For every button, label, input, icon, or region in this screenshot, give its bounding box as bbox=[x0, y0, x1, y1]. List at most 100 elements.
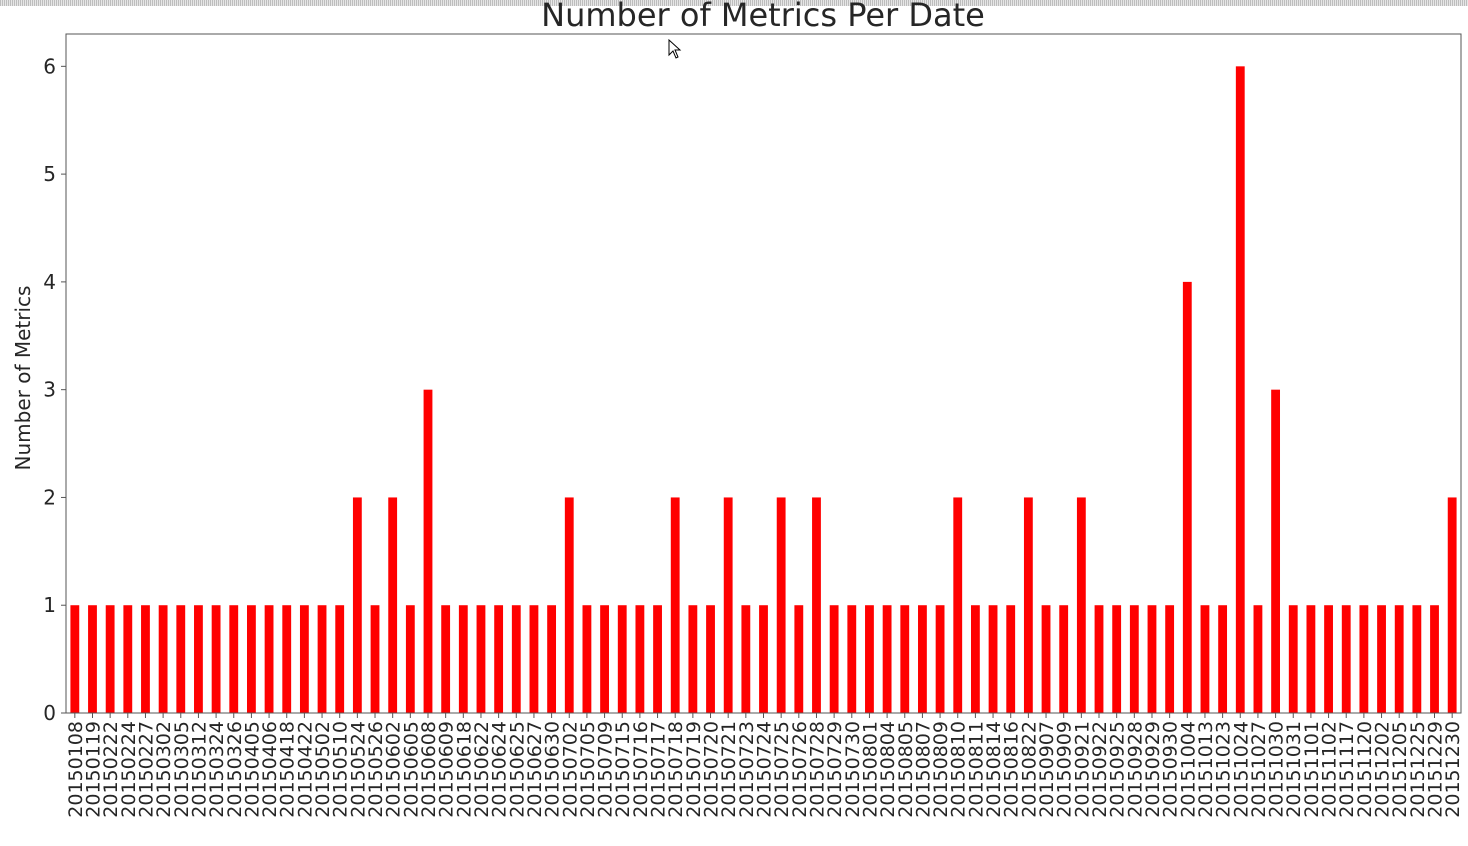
bar bbox=[564, 497, 574, 713]
bar bbox=[670, 497, 680, 713]
chart-title: Number of Metrics Per Date bbox=[541, 0, 985, 34]
y-tick-label: 6 bbox=[43, 54, 56, 78]
x-tick-label: 20150822 bbox=[1018, 721, 1040, 818]
x-tick-label: 20150807 bbox=[912, 721, 934, 818]
x-tick-label: 20150716 bbox=[630, 721, 652, 818]
y-tick-label: 5 bbox=[43, 162, 56, 186]
bar bbox=[794, 605, 804, 713]
x-tick-label: 20150305 bbox=[171, 721, 193, 818]
x-tick-label: 20150224 bbox=[118, 721, 140, 818]
bar bbox=[1430, 605, 1439, 713]
bar bbox=[723, 497, 733, 713]
bar bbox=[1041, 605, 1051, 713]
bar bbox=[547, 605, 557, 713]
bar bbox=[441, 605, 451, 713]
x-tick-label: 20150609 bbox=[436, 721, 458, 818]
bar bbox=[282, 605, 292, 713]
y-axis-label: Number of Metrics bbox=[11, 286, 35, 471]
x-tick-label: 20150816 bbox=[1001, 721, 1023, 818]
x-tick-label: 20150602 bbox=[383, 721, 405, 818]
bar bbox=[529, 605, 539, 713]
x-tick-label: 20150312 bbox=[188, 721, 210, 818]
x-tick-label: 20150930 bbox=[1160, 721, 1182, 818]
x-tick-label: 20151120 bbox=[1354, 721, 1376, 818]
bar bbox=[988, 605, 998, 713]
bar bbox=[158, 605, 168, 713]
window-top-border bbox=[0, 0, 1468, 6]
x-tick-label: 20150726 bbox=[789, 721, 811, 818]
y-tick-label: 4 bbox=[43, 270, 56, 294]
x-tick-label: 20150909 bbox=[1054, 721, 1076, 818]
x-tick-label: 20150418 bbox=[277, 721, 299, 818]
bar bbox=[405, 605, 415, 713]
x-tick-label: 20150624 bbox=[489, 721, 511, 818]
bar bbox=[211, 605, 221, 713]
y-axis: 0 1 2 3 4 5 6 bbox=[43, 54, 66, 725]
bar bbox=[494, 605, 504, 713]
bar bbox=[264, 605, 274, 713]
bar bbox=[88, 605, 97, 713]
x-tick-label: 20150524 bbox=[347, 721, 369, 818]
x-tick-label: 20151013 bbox=[1195, 721, 1217, 818]
bar bbox=[1235, 66, 1245, 714]
x-tick-label: 20150406 bbox=[259, 721, 281, 818]
x-tick-label: 20151031 bbox=[1283, 721, 1305, 818]
bar bbox=[1094, 605, 1104, 713]
y-tick-label: 2 bbox=[43, 485, 56, 509]
bar bbox=[688, 605, 698, 713]
x-tick-label: 20150717 bbox=[648, 721, 670, 818]
x-tick-label: 20150715 bbox=[612, 721, 634, 818]
bar bbox=[1129, 605, 1139, 713]
x-tick-label: 20150719 bbox=[683, 721, 705, 818]
bar bbox=[70, 605, 80, 713]
y-tick-label: 0 bbox=[43, 701, 56, 725]
bar bbox=[1023, 497, 1033, 713]
x-tick-label: 20150811 bbox=[965, 721, 987, 818]
mouse-pointer-icon bbox=[668, 39, 682, 59]
x-tick-label: 20150702 bbox=[559, 721, 581, 818]
x-tick-label: 20150625 bbox=[506, 721, 528, 818]
bar bbox=[635, 605, 645, 713]
bar bbox=[847, 605, 857, 713]
bar bbox=[1006, 605, 1016, 713]
x-tick-label: 20150805 bbox=[895, 721, 917, 818]
bar bbox=[1394, 605, 1404, 713]
bar bbox=[1112, 605, 1122, 713]
x-tick-label: 20150725 bbox=[771, 721, 793, 818]
x-tick-label: 20151229 bbox=[1425, 721, 1447, 818]
x-tick-label: 20150729 bbox=[824, 721, 846, 818]
bar bbox=[352, 497, 362, 713]
y-tick-label: 1 bbox=[43, 593, 56, 617]
bar bbox=[706, 605, 715, 713]
x-tick-label: 20150502 bbox=[312, 721, 334, 818]
bar bbox=[1253, 605, 1263, 713]
x-tick-label: 20150801 bbox=[859, 721, 881, 818]
bar bbox=[1359, 605, 1369, 713]
x-tick-label: 20150705 bbox=[577, 721, 599, 818]
x-tick-label: 20151004 bbox=[1177, 721, 1199, 818]
bar bbox=[918, 605, 927, 713]
bar bbox=[1076, 497, 1086, 713]
x-tick-label: 20150119 bbox=[82, 721, 104, 818]
bar bbox=[582, 605, 592, 713]
x-tick-label: 20150730 bbox=[842, 721, 864, 818]
bar bbox=[653, 605, 662, 713]
bar bbox=[317, 605, 327, 713]
bar bbox=[882, 605, 892, 713]
x-tick-label: 20151030 bbox=[1266, 721, 1288, 818]
x-tick-label: 20150718 bbox=[665, 721, 687, 818]
bar bbox=[388, 497, 398, 713]
x-tick-label: 20151202 bbox=[1372, 721, 1394, 818]
x-tick-label: 20150721 bbox=[718, 721, 740, 818]
bar bbox=[812, 497, 821, 713]
x-tick-label: 20150608 bbox=[418, 721, 440, 818]
x-tick-label: 20150627 bbox=[524, 721, 546, 818]
bar bbox=[865, 605, 874, 713]
bar bbox=[141, 605, 150, 713]
x-tick-label: 20151101 bbox=[1301, 721, 1323, 818]
x-tick-label: 20150922 bbox=[1089, 721, 1111, 818]
bar bbox=[829, 605, 839, 713]
bar bbox=[776, 497, 786, 713]
x-tick-label: 20151102 bbox=[1319, 721, 1341, 818]
